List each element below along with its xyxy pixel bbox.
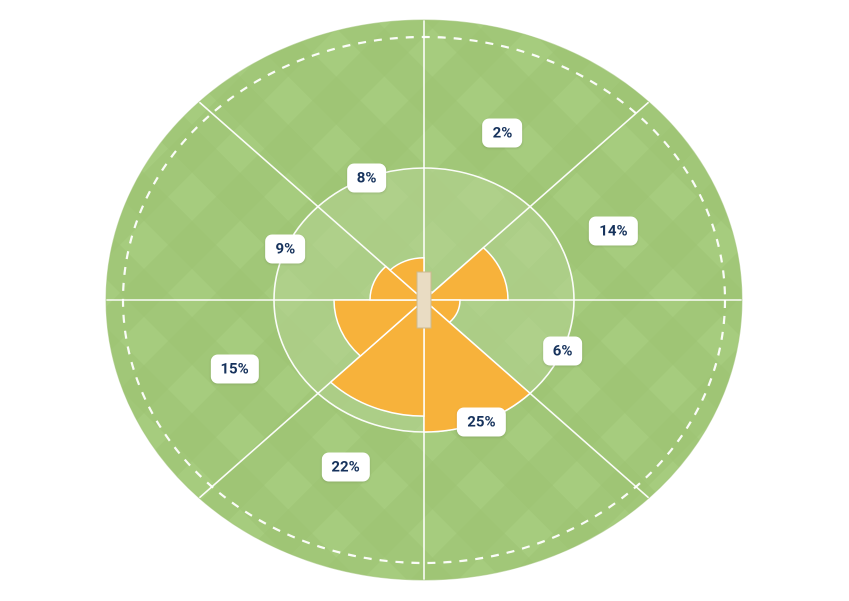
label-cover: 25% — [457, 407, 505, 436]
label-square-leg: 8% — [347, 164, 387, 193]
field-svg — [0, 0, 849, 601]
label-fine-leg: 2% — [483, 119, 523, 148]
label-mid-wicket: 9% — [266, 235, 306, 264]
label-long-on: 15% — [210, 355, 258, 384]
label-long-off: 22% — [321, 452, 369, 481]
label-point: 6% — [543, 336, 583, 365]
label-third-man: 14% — [589, 216, 637, 245]
wagon-wheel-chart: 2% 14% 6% 25% 22% 15% 9% 8% — [0, 0, 849, 601]
